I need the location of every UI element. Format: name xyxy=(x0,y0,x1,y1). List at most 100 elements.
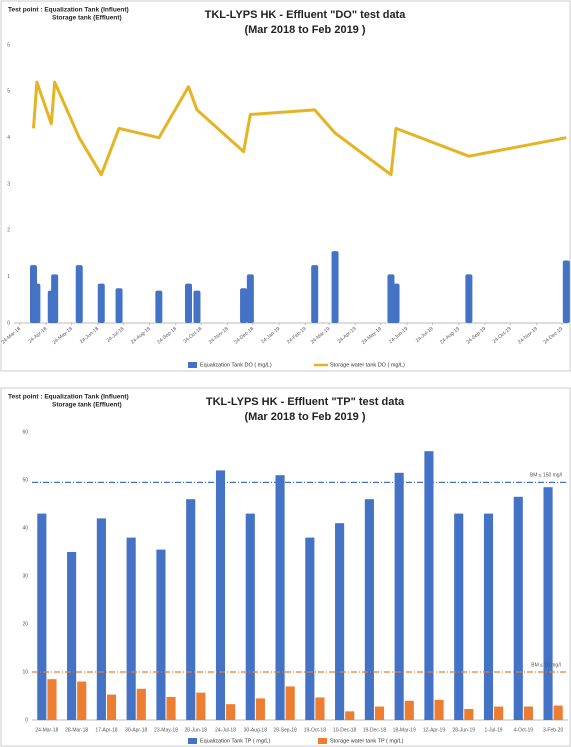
x-tick-label: 24-Jan-19 xyxy=(260,326,281,345)
x-tick-label: 24-Apr-18 xyxy=(27,326,48,345)
bar xyxy=(275,475,285,720)
x-tick-label: 30-Apr-18 xyxy=(125,727,147,733)
bar xyxy=(186,499,196,720)
reference-label: BM ≤ 150 mg/l xyxy=(530,473,562,479)
x-tick-label: 12-Apr-19 xyxy=(423,727,445,733)
x-tick-label: 24-Dec-18 xyxy=(233,326,255,346)
bar xyxy=(464,708,474,720)
bar xyxy=(115,288,123,323)
bar xyxy=(454,513,464,720)
bar xyxy=(345,711,355,720)
x-tick-label: 24-Sep-19 xyxy=(465,326,487,346)
bar xyxy=(126,537,136,720)
y-tick-label: 5 xyxy=(7,89,10,95)
y-tick-label: 2 xyxy=(7,228,10,234)
chart-subtitle: (Mar 2018 to Feb 2019 ) xyxy=(244,24,365,36)
x-tick-label: 24-Jun-18 xyxy=(79,326,100,345)
bar xyxy=(67,552,77,720)
bar xyxy=(513,496,523,720)
y-tick-label: 60 xyxy=(22,429,28,435)
legend-label: Storage water tank DO ( mg/L) xyxy=(330,362,405,368)
bar xyxy=(331,251,339,323)
x-tick-label: 24-May-18 xyxy=(52,326,74,346)
bar xyxy=(193,290,201,323)
y-tick-label: 20 xyxy=(22,621,28,627)
bar xyxy=(394,472,404,720)
y-tick-label: 50 xyxy=(22,477,28,483)
panel-frame xyxy=(0,387,571,747)
x-tick-label: 24-Dec-19 xyxy=(542,326,564,346)
bar xyxy=(155,290,163,323)
bar xyxy=(392,283,400,323)
bar xyxy=(543,487,553,720)
note: Storage tank (Effluent) xyxy=(52,15,122,22)
bar xyxy=(75,265,83,323)
x-tick-label: 17-Apr-18 xyxy=(95,727,117,733)
x-tick-label: 24-Mar-19 xyxy=(310,326,332,346)
y-tick-label: 10 xyxy=(22,669,28,675)
bar xyxy=(226,704,236,720)
bar xyxy=(37,513,47,720)
legend-swatch xyxy=(188,362,197,368)
y-tick-label: 3 xyxy=(7,181,10,187)
chart-subtitle: (Mar 2018 to Feb 2019 ) xyxy=(244,411,365,423)
bar xyxy=(77,681,87,720)
x-tick-label: 24-Oct-19 xyxy=(492,326,513,345)
bar xyxy=(136,688,146,720)
y-tick-label: 1 xyxy=(7,274,10,280)
x-tick-label: 3-Feb-20 xyxy=(543,727,564,733)
x-tick-label: 24-Jun-19 xyxy=(388,326,409,345)
bar xyxy=(245,513,255,720)
chart-title: TKL-LYPS HK - Effluent "TP" test data xyxy=(206,396,405,408)
x-tick-label: 28-Jun-18 xyxy=(185,727,208,733)
bar xyxy=(311,265,319,323)
bar xyxy=(96,518,106,720)
x-tick-label: 19-Dec-18 xyxy=(363,727,387,733)
bar xyxy=(47,679,57,720)
x-tick-label: 1-Jul-19 xyxy=(485,727,503,733)
bar xyxy=(51,274,59,323)
x-tick-label: 28-Sep-18 xyxy=(273,727,297,733)
bar xyxy=(523,706,533,720)
bar xyxy=(465,274,473,323)
note: Storage tank (Effluent) xyxy=(52,402,122,409)
x-tick-label: 24-Jul-18 xyxy=(215,727,236,733)
bar xyxy=(553,705,563,720)
bar xyxy=(434,699,444,720)
chart-title: TKL-LYPS HK - Effluent "DO" test data xyxy=(205,9,407,21)
x-tick-label: 24-Nov-18 xyxy=(208,326,230,346)
x-tick-label: 23-May-18 xyxy=(154,727,178,733)
bar xyxy=(483,513,494,720)
bar xyxy=(166,696,176,720)
legend-label: Equalization Tank TP ( mg/L) xyxy=(200,738,270,744)
legend-swatch xyxy=(188,738,197,744)
bar xyxy=(97,283,105,323)
bar xyxy=(215,470,226,720)
x-tick-label: 18-Mar-19 xyxy=(393,727,416,733)
bar xyxy=(315,697,325,720)
x-tick-label: 24-Sep-18 xyxy=(156,326,178,346)
bar xyxy=(424,451,434,720)
x-tick-label: 28-Jun-19 xyxy=(453,727,476,733)
x-tick-label: 24-May-19 xyxy=(361,326,383,346)
bar xyxy=(494,706,504,720)
line xyxy=(32,80,567,177)
note: Test point : Equalization Tank (Influent… xyxy=(8,394,129,401)
bar xyxy=(196,692,206,720)
x-tick-label: 10-Dec-18 xyxy=(333,727,357,733)
bar xyxy=(335,523,345,720)
x-tick-label: 24-Apr-19 xyxy=(337,326,358,345)
bar xyxy=(562,260,570,323)
x-tick-label: 30-Aug-18 xyxy=(244,727,268,733)
bar xyxy=(33,283,41,323)
legend-label: Equalization Tank DO ( mg/L) xyxy=(200,362,272,368)
y-tick-label: 40 xyxy=(22,525,28,531)
x-tick-label: 24-Mar-18 xyxy=(1,326,23,346)
bar xyxy=(285,686,295,720)
bar xyxy=(106,694,117,720)
x-tick-label: 24-Jul-18 xyxy=(106,326,126,344)
y-tick-label: 4 xyxy=(7,135,10,141)
bar xyxy=(156,549,166,720)
